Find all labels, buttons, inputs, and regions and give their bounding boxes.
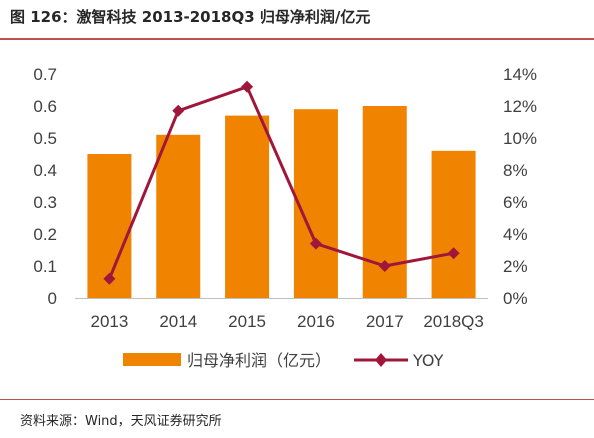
footer-divider <box>0 399 594 400</box>
legend-line-label: YOY <box>412 351 444 370</box>
source-note: 资料来源：Wind，天风证券研究所 <box>20 414 222 429</box>
yoy-point <box>378 260 391 272</box>
right-axis-tick-label: 0% <box>503 289 528 308</box>
bar-series <box>87 106 476 298</box>
left-axis-tick-label: 0.2 <box>33 225 57 244</box>
yoy-point <box>172 104 185 117</box>
left-axis-ticks: 0 0.1 0.2 0.3 0.4 0.5 0.6 0.7 <box>33 65 57 308</box>
left-axis-tick-label: 0.6 <box>33 97 57 116</box>
left-axis-tick-label: 0 <box>48 289 57 308</box>
x-axis-tick-label: 2017 <box>366 312 404 331</box>
yoy-line <box>108 85 454 280</box>
x-axis-tick-label: 2015 <box>228 312 266 331</box>
right-axis-tick-label: 8% <box>503 161 528 180</box>
bar <box>293 109 338 298</box>
right-axis-tick-label: 4% <box>503 225 528 244</box>
yoy-point <box>241 80 254 93</box>
bar <box>431 150 476 298</box>
yoy-point <box>103 272 116 285</box>
x-axis-tick-label: 2013 <box>91 312 129 331</box>
legend: 归母净利润（亿元） YOY <box>123 351 444 370</box>
x-axis-ticks: 2013 2014 2015 2016 2017 2018Q3 <box>91 312 484 331</box>
left-axis-tick-label: 0.7 <box>33 65 57 84</box>
left-axis-tick-label: 0.4 <box>33 161 57 180</box>
legend-diamond-marker <box>375 353 387 367</box>
right-axis-tick-label: 10% <box>503 129 537 148</box>
yoy-markers <box>103 80 460 285</box>
right-axis-tick-label: 14% <box>503 65 537 84</box>
x-axis-tick-label: 2014 <box>159 312 197 331</box>
yoy-point <box>447 247 460 260</box>
legend-bar-swatch <box>123 353 181 366</box>
left-axis-tick-label: 0.5 <box>33 129 57 148</box>
right-axis-tick-label: 2% <box>503 257 528 276</box>
right-axis-ticks: 0% 2% 4% 6% 8% 10% 12% 14% <box>503 65 537 308</box>
title-divider <box>0 38 594 40</box>
yoy-point <box>309 237 322 250</box>
x-axis-tick-label: 2016 <box>297 312 335 331</box>
x-axis-tick-label: 2018Q3 <box>423 312 484 331</box>
figure-title: 图 126：激智科技 2013-2018Q3 归母净利润/亿元 <box>10 8 371 26</box>
left-axis-tick-label: 0.3 <box>33 193 57 212</box>
right-axis-tick-label: 12% <box>503 97 537 116</box>
right-axis-tick-label: 6% <box>503 193 528 212</box>
bar <box>225 115 270 298</box>
left-axis-tick-label: 0.1 <box>33 257 57 276</box>
legend-bar-label: 归母净利润（亿元） <box>187 351 331 370</box>
bar <box>156 134 201 298</box>
